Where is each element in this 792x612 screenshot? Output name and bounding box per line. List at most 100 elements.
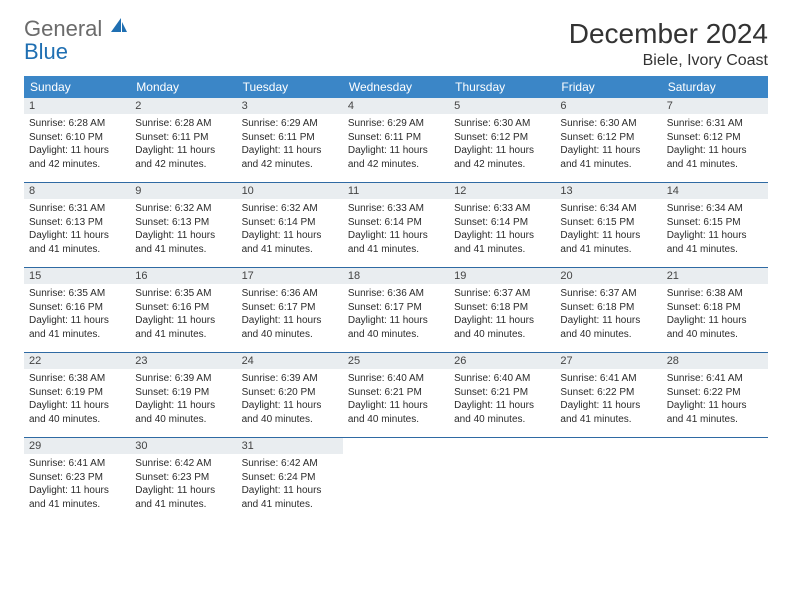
day-day2: and 41 minutes. (667, 243, 763, 257)
day-day2: and 40 minutes. (454, 413, 550, 427)
day-day1: Daylight: 11 hours (348, 229, 444, 243)
day-body: Sunrise: 6:39 AMSunset: 6:20 PMDaylight:… (237, 369, 343, 430)
calendar-cell: 19Sunrise: 6:37 AMSunset: 6:18 PMDayligh… (449, 268, 555, 352)
day-number: 31 (237, 438, 343, 454)
day-sunset: Sunset: 6:16 PM (135, 301, 231, 315)
day-day2: and 41 minutes. (242, 498, 338, 512)
day-day1: Daylight: 11 hours (29, 144, 125, 158)
day-sunset: Sunset: 6:16 PM (29, 301, 125, 315)
day-day1: Daylight: 11 hours (667, 314, 763, 328)
calendar-cell-empty (343, 438, 449, 522)
day-number: 8 (24, 183, 130, 199)
weekday-header: Monday (130, 76, 236, 98)
day-sunrise: Sunrise: 6:39 AM (242, 372, 338, 386)
day-body: Sunrise: 6:30 AMSunset: 6:12 PMDaylight:… (555, 114, 661, 175)
day-sunrise: Sunrise: 6:36 AM (242, 287, 338, 301)
day-day1: Daylight: 11 hours (560, 229, 656, 243)
day-sunset: Sunset: 6:21 PM (348, 386, 444, 400)
day-body: Sunrise: 6:40 AMSunset: 6:21 PMDaylight:… (343, 369, 449, 430)
day-sunrise: Sunrise: 6:41 AM (667, 372, 763, 386)
day-sunset: Sunset: 6:13 PM (29, 216, 125, 230)
day-day2: and 40 minutes. (667, 328, 763, 342)
calendar-cell: 24Sunrise: 6:39 AMSunset: 6:20 PMDayligh… (237, 353, 343, 437)
day-sunrise: Sunrise: 6:30 AM (560, 117, 656, 131)
day-day1: Daylight: 11 hours (454, 314, 550, 328)
day-body: Sunrise: 6:29 AMSunset: 6:11 PMDaylight:… (343, 114, 449, 175)
day-day2: and 41 minutes. (29, 243, 125, 257)
day-day1: Daylight: 11 hours (560, 144, 656, 158)
month-title: December 2024 (569, 18, 768, 50)
day-number: 9 (130, 183, 236, 199)
calendar-cell: 25Sunrise: 6:40 AMSunset: 6:21 PMDayligh… (343, 353, 449, 437)
calendar-cell: 11Sunrise: 6:33 AMSunset: 6:14 PMDayligh… (343, 183, 449, 267)
day-sunrise: Sunrise: 6:29 AM (242, 117, 338, 131)
day-sunset: Sunset: 6:12 PM (667, 131, 763, 145)
weekday-header: Wednesday (343, 76, 449, 98)
day-number: 19 (449, 268, 555, 284)
day-day1: Daylight: 11 hours (560, 399, 656, 413)
day-number: 6 (555, 98, 661, 114)
calendar-cell: 31Sunrise: 6:42 AMSunset: 6:24 PMDayligh… (237, 438, 343, 522)
day-day2: and 40 minutes. (29, 413, 125, 427)
day-day1: Daylight: 11 hours (242, 399, 338, 413)
day-day1: Daylight: 11 hours (348, 399, 444, 413)
calendar-cell: 2Sunrise: 6:28 AMSunset: 6:11 PMDaylight… (130, 98, 236, 182)
weekday-header: Friday (555, 76, 661, 98)
day-day2: and 41 minutes. (667, 413, 763, 427)
day-sunrise: Sunrise: 6:34 AM (667, 202, 763, 216)
day-number: 13 (555, 183, 661, 199)
day-sunset: Sunset: 6:15 PM (667, 216, 763, 230)
calendar-cell: 13 Sunrise: 6:34 AMSunset: 6:15 PMDayligh… (555, 183, 661, 267)
day-body: Sunrise: 6:38 AMSunset: 6:18 PMDaylight:… (662, 284, 768, 345)
weekday-row: SundayMondayTuesdayWednesdayThursdayFrid… (24, 76, 768, 98)
day-sunrise: Sunrise: 6:34 AM (560, 202, 656, 216)
calendar-week: 15Sunrise: 6:35 AMSunset: 6:16 PMDayligh… (24, 268, 768, 353)
day-body: Sunrise: 6:36 AMSunset: 6:17 PMDaylight:… (237, 284, 343, 345)
day-number: 11 (343, 183, 449, 199)
weekday-header: Sunday (24, 76, 130, 98)
day-sunrise: Sunrise: 6:32 AM (135, 202, 231, 216)
day-sunset: Sunset: 6:20 PM (242, 386, 338, 400)
day-body: Sunrise: 6:34 AMSunset: 6:15 PMDaylight:… (662, 199, 768, 260)
day-day1: Daylight: 11 hours (135, 314, 231, 328)
day-body: Sunrise: 6:28 AMSunset: 6:10 PMDaylight:… (24, 114, 130, 175)
calendar-week: 29Sunrise: 6:41 AMSunset: 6:23 PMDayligh… (24, 438, 768, 522)
calendar-cell: 5Sunrise: 6:30 AMSunset: 6:12 PMDaylight… (449, 98, 555, 182)
calendar-cell: 10Sunrise: 6:32 AMSunset: 6:14 PMDayligh… (237, 183, 343, 267)
day-body: Sunrise: 6:35 AMSunset: 6:16 PMDaylight:… (130, 284, 236, 345)
day-number: 18 (343, 268, 449, 284)
day-sunset: Sunset: 6:17 PM (242, 301, 338, 315)
day-day1: Daylight: 11 hours (560, 314, 656, 328)
day-sunset: Sunset: 6:12 PM (454, 131, 550, 145)
day-sunset: Sunset: 6:21 PM (454, 386, 550, 400)
day-number: 22 (24, 353, 130, 369)
calendar-cell: 9Sunrise: 6:32 AMSunset: 6:13 PMDaylight… (130, 183, 236, 267)
calendar-cell: 28Sunrise: 6:41 AMSunset: 6:22 PMDayligh… (662, 353, 768, 437)
day-number: 3 (237, 98, 343, 114)
calendar-cell: 4Sunrise: 6:29 AMSunset: 6:11 PMDaylight… (343, 98, 449, 182)
calendar-cell: 30Sunrise: 6:42 AMSunset: 6:23 PMDayligh… (130, 438, 236, 522)
day-sunset: Sunset: 6:11 PM (135, 131, 231, 145)
day-day1: Daylight: 11 hours (135, 399, 231, 413)
calendar-week: 22Sunrise: 6:38 AMSunset: 6:19 PMDayligh… (24, 353, 768, 438)
day-day2: and 42 minutes. (242, 158, 338, 172)
day-day2: and 40 minutes. (560, 328, 656, 342)
day-sunset: Sunset: 6:12 PM (560, 131, 656, 145)
day-body: Sunrise: 6:41 AMSunset: 6:23 PMDaylight:… (24, 454, 130, 515)
day-body: Sunrise: 6:33 AMSunset: 6:14 PMDaylight:… (449, 199, 555, 260)
day-sunrise: Sunrise: 6:32 AM (242, 202, 338, 216)
day-sunset: Sunset: 6:15 PM (560, 216, 656, 230)
day-day1: Daylight: 11 hours (348, 144, 444, 158)
day-sunrise: Sunrise: 6:40 AM (454, 372, 550, 386)
day-number: 10 (237, 183, 343, 199)
day-sunrise: Sunrise: 6:39 AM (135, 372, 231, 386)
day-day2: and 41 minutes. (560, 243, 656, 257)
day-body: Sunrise: 6:36 AMSunset: 6:17 PMDaylight:… (343, 284, 449, 345)
day-sunrise: Sunrise: 6:30 AM (454, 117, 550, 131)
day-sunrise: Sunrise: 6:31 AM (29, 202, 125, 216)
day-number: 14 (662, 183, 768, 199)
day-day1: Daylight: 11 hours (135, 229, 231, 243)
day-day2: and 40 minutes. (348, 328, 444, 342)
sail-icon (109, 16, 129, 36)
day-body: Sunrise: 6:31 AMSunset: 6:13 PMDaylight:… (24, 199, 130, 260)
